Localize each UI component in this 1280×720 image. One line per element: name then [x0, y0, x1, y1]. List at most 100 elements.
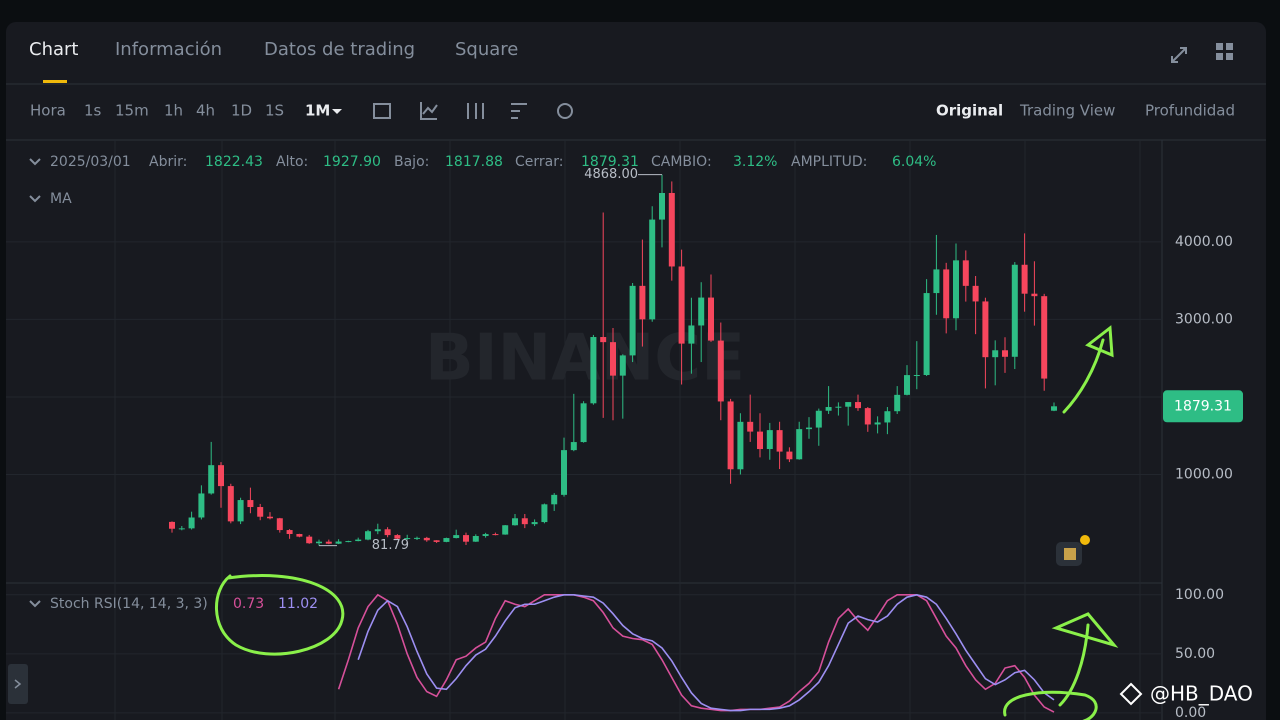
interval[interactable]: 1h — [164, 102, 183, 120]
interval[interactable]: 15m — [115, 102, 149, 120]
candle-body — [815, 410, 822, 428]
candle-body — [864, 408, 871, 425]
tab[interactable]: Square — [455, 39, 518, 60]
candle-body — [757, 431, 763, 450]
tab[interactable]: Chart — [29, 39, 78, 60]
legend-value: 1822.43 — [205, 154, 263, 170]
icon[interactable] — [420, 102, 438, 120]
candle-body — [296, 534, 303, 537]
top-strip — [0, 0, 1280, 18]
legend-value: 3.12% — [733, 154, 777, 170]
max-label: 4868.00 — [584, 167, 638, 182]
view-option[interactable]: Original — [936, 102, 1003, 120]
icon — [1226, 43, 1233, 50]
legend-label: Cerrar: — [515, 154, 563, 170]
candle-body — [649, 219, 656, 320]
interval[interactable]: 1S — [265, 102, 284, 120]
candle-body — [521, 518, 528, 525]
view-option[interactable]: Profundidad — [1145, 102, 1235, 120]
candle-body — [433, 540, 440, 542]
legend-value: 1879.31 — [581, 154, 639, 170]
candle-body — [561, 450, 567, 495]
candle-body — [1021, 264, 1028, 294]
stoch-line — [337, 593, 1055, 713]
tab[interactable]: Datos de trading — [264, 39, 415, 60]
candle-body — [414, 537, 420, 539]
candle-body — [933, 269, 940, 294]
tab[interactable]: Información — [115, 39, 222, 60]
alert-icon[interactable] — [1056, 535, 1090, 566]
interval[interactable]: 1D — [231, 102, 252, 120]
candle-body — [178, 528, 185, 530]
candle-body — [629, 285, 636, 356]
candle-body — [374, 529, 381, 532]
candle-body — [335, 541, 342, 544]
candle-body — [668, 192, 675, 267]
candle-body — [472, 536, 479, 542]
interval[interactable]: Hora — [30, 102, 66, 120]
candle-body — [590, 337, 597, 404]
candle-body — [257, 507, 264, 517]
candle-body — [482, 534, 489, 537]
candle-body — [747, 421, 754, 432]
icon — [1080, 535, 1090, 545]
toolbar-icons — [373, 102, 573, 120]
y-tick-label: 100.00 — [1175, 587, 1224, 603]
candle-body — [894, 394, 901, 412]
candle-body — [659, 192, 665, 220]
y-tick-label: 1000.00 — [1175, 466, 1233, 482]
tab-indicator — [43, 80, 67, 83]
candle-body — [208, 465, 215, 494]
candle-body — [316, 541, 322, 544]
chevron[interactable] — [29, 600, 41, 608]
icon — [1171, 47, 1187, 63]
candle-body — [943, 269, 950, 319]
stoch-line — [357, 593, 1055, 712]
price-tag-label: 1879.31 — [1174, 398, 1232, 414]
grid-icon[interactable] — [1216, 43, 1233, 60]
icon[interactable] — [373, 103, 391, 119]
icon — [1064, 548, 1076, 560]
candle-body — [806, 427, 812, 430]
candle-body — [1041, 296, 1048, 379]
candle-body — [678, 266, 685, 344]
legend-label: AMPLITUD: — [791, 154, 867, 170]
candle-body — [541, 504, 548, 523]
interval[interactable]: 1M — [305, 102, 330, 120]
expand-icon[interactable] — [1171, 47, 1187, 63]
candle-body — [688, 325, 695, 344]
icon — [1216, 43, 1223, 50]
candle-body — [423, 537, 430, 541]
candle-body — [992, 350, 999, 358]
scribble-arrow — [1051, 612, 1119, 707]
icon[interactable] — [467, 103, 484, 119]
icon[interactable] — [511, 103, 527, 119]
legend-date: 2025/03/01 — [50, 154, 131, 170]
legend-label: Abrir: — [149, 154, 187, 170]
icon — [14, 679, 22, 689]
candle-body — [1002, 350, 1008, 357]
candle-body — [727, 401, 734, 470]
icon[interactable] — [557, 103, 573, 119]
dropdown-caret — [332, 109, 342, 114]
candle-body — [198, 493, 205, 518]
candle-body — [1051, 406, 1057, 411]
chart: BINANCE1000.002000.003000.004000.00100.0… — [6, 140, 1243, 720]
candle-body — [639, 285, 646, 320]
interval[interactable]: 1s — [84, 102, 102, 120]
candle-body — [570, 442, 577, 451]
candle-body — [580, 403, 587, 443]
candle-body — [845, 402, 852, 407]
candle-body — [855, 402, 861, 409]
candle-body — [776, 430, 783, 452]
chevron[interactable] — [29, 158, 41, 166]
view-option[interactable]: Trading View — [1019, 102, 1115, 120]
side-toggle[interactable] — [8, 664, 28, 704]
candle-body — [325, 541, 332, 544]
candle-body — [825, 407, 832, 411]
chevron[interactable] — [29, 195, 41, 203]
y-tick-label: 50.00 — [1175, 646, 1215, 662]
interval[interactable]: 4h — [196, 102, 215, 120]
y-tick-label: 3000.00 — [1175, 311, 1233, 327]
